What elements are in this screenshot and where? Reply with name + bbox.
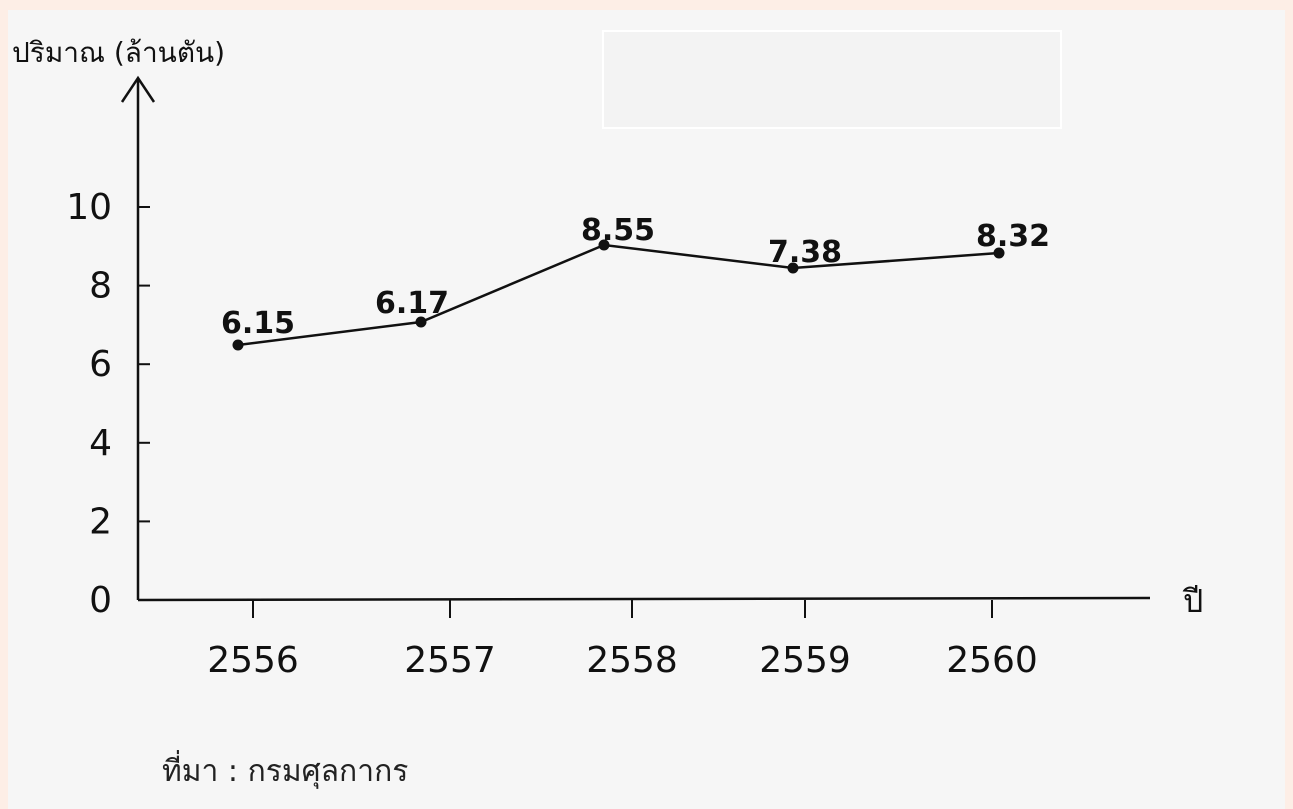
data-label: 8.32 bbox=[976, 219, 1050, 254]
y-tick-label: 4 bbox=[89, 423, 112, 464]
x-tick-label: 2560 bbox=[946, 640, 1038, 681]
y-axis-title: ปริมาณ (ล้านตัน) bbox=[12, 36, 225, 69]
data-point bbox=[232, 339, 244, 351]
x-axis-title: ปี bbox=[1182, 582, 1203, 620]
data-point bbox=[415, 316, 427, 328]
series-line bbox=[237, 243, 1000, 347]
x-tick-label: 2559 bbox=[759, 640, 851, 681]
y-tick-label: 10 bbox=[66, 187, 112, 228]
y-tick-label: 8 bbox=[89, 266, 112, 307]
data-label: 6.17 bbox=[375, 286, 449, 321]
y-tick-label: 0 bbox=[89, 580, 112, 621]
data-label: 8.55 bbox=[581, 213, 655, 248]
x-tick-label: 2556 bbox=[207, 640, 299, 681]
x-axis bbox=[137, 596, 1151, 602]
data-label: 7.38 bbox=[768, 235, 842, 270]
x-tick-label: 2557 bbox=[404, 640, 496, 681]
y-axis-arrow bbox=[120, 75, 156, 103]
x-tick-label: 2558 bbox=[586, 640, 678, 681]
chart-panel bbox=[8, 10, 1285, 809]
y-tick-label: 6 bbox=[89, 344, 112, 385]
source-note: ที่มา : กรมศุลกากร bbox=[162, 754, 409, 789]
y-tick-label: 2 bbox=[89, 501, 112, 542]
data-point bbox=[993, 247, 1005, 259]
data-point bbox=[598, 239, 610, 251]
data-label: 6.15 bbox=[221, 306, 295, 341]
data-point bbox=[787, 262, 799, 274]
legend-placeholder-box bbox=[602, 30, 1062, 129]
